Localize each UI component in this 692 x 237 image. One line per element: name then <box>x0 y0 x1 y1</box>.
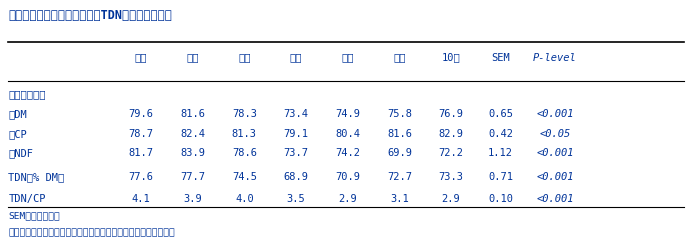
Text: TDN（% DM）: TDN（% DM） <box>8 173 64 182</box>
Text: 79.6: 79.6 <box>129 109 154 119</box>
Text: 0.65: 0.65 <box>488 109 513 119</box>
Text: 68.9: 68.9 <box>284 173 309 182</box>
Text: 0.10: 0.10 <box>488 194 513 204</box>
Text: 75.8: 75.8 <box>387 109 412 119</box>
Text: ９月: ９月 <box>393 53 406 63</box>
Text: 73.4: 73.4 <box>284 109 309 119</box>
Text: ８月: ８月 <box>341 53 354 63</box>
Text: ５月: ５月 <box>186 53 199 63</box>
Text: 10月: 10月 <box>441 53 460 63</box>
Text: 78.7: 78.7 <box>129 129 154 139</box>
Text: 72.7: 72.7 <box>387 173 412 182</box>
Text: 3.1: 3.1 <box>390 194 409 204</box>
Text: <0.001: <0.001 <box>536 149 574 159</box>
Text: 81.3: 81.3 <box>232 129 257 139</box>
Text: 4.0: 4.0 <box>235 194 254 204</box>
Text: 消化率はめん羊を用いた全糞全尿採取法による消化試験の結果．: 消化率はめん羊を用いた全糞全尿採取法による消化試験の結果． <box>8 228 175 237</box>
Text: 74.9: 74.9 <box>335 109 361 119</box>
Text: 表２．放牧草の消化率およびTDN含量の季節変化: 表２．放牧草の消化率およびTDN含量の季節変化 <box>8 9 172 22</box>
Text: 4.1: 4.1 <box>131 194 150 204</box>
Text: 70.9: 70.9 <box>335 173 361 182</box>
Text: NDF: NDF <box>8 149 33 159</box>
Text: <0.001: <0.001 <box>536 173 574 182</box>
Text: 81.7: 81.7 <box>129 149 154 159</box>
Text: 77.6: 77.6 <box>129 173 154 182</box>
Text: <0.05: <0.05 <box>539 129 570 139</box>
Text: TDN/CP: TDN/CP <box>8 194 46 204</box>
Text: 73.3: 73.3 <box>439 173 464 182</box>
Text: 3.9: 3.9 <box>183 194 202 204</box>
Text: 0.71: 0.71 <box>488 173 513 182</box>
Text: 2.9: 2.9 <box>441 194 460 204</box>
Text: 80.4: 80.4 <box>335 129 361 139</box>
Text: 3.5: 3.5 <box>286 194 305 204</box>
Text: 1.12: 1.12 <box>488 149 513 159</box>
Text: 69.9: 69.9 <box>387 149 412 159</box>
Text: 2.9: 2.9 <box>338 194 357 204</box>
Text: 78.6: 78.6 <box>232 149 257 159</box>
Text: 81.6: 81.6 <box>387 129 412 139</box>
Text: 81.6: 81.6 <box>180 109 205 119</box>
Text: 79.1: 79.1 <box>284 129 309 139</box>
Text: ７月: ７月 <box>290 53 302 63</box>
Text: P-level: P-level <box>533 53 576 63</box>
Text: 72.2: 72.2 <box>439 149 464 159</box>
Text: 0.42: 0.42 <box>488 129 513 139</box>
Text: 74.5: 74.5 <box>232 173 257 182</box>
Text: ６月: ６月 <box>238 53 251 63</box>
Text: SEM: SEM <box>491 53 510 63</box>
Text: <0.001: <0.001 <box>536 109 574 119</box>
Text: 76.9: 76.9 <box>439 109 464 119</box>
Text: <0.001: <0.001 <box>536 194 574 204</box>
Text: ４月: ４月 <box>135 53 147 63</box>
Text: 73.7: 73.7 <box>284 149 309 159</box>
Text: 消化率（％）: 消化率（％） <box>8 90 46 100</box>
Text: SEM：標準誤差．: SEM：標準誤差． <box>8 211 60 220</box>
Text: 82.9: 82.9 <box>439 129 464 139</box>
Text: DM: DM <box>8 109 27 119</box>
Text: 82.4: 82.4 <box>180 129 205 139</box>
Text: 83.9: 83.9 <box>180 149 205 159</box>
Text: 74.2: 74.2 <box>335 149 361 159</box>
Text: 77.7: 77.7 <box>180 173 205 182</box>
Text: CP: CP <box>8 129 27 139</box>
Text: 78.3: 78.3 <box>232 109 257 119</box>
